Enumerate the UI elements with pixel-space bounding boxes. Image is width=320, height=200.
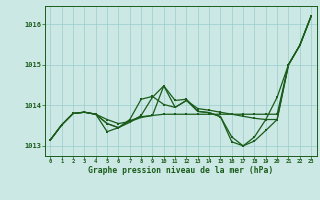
X-axis label: Graphe pression niveau de la mer (hPa): Graphe pression niveau de la mer (hPa) xyxy=(88,166,273,175)
